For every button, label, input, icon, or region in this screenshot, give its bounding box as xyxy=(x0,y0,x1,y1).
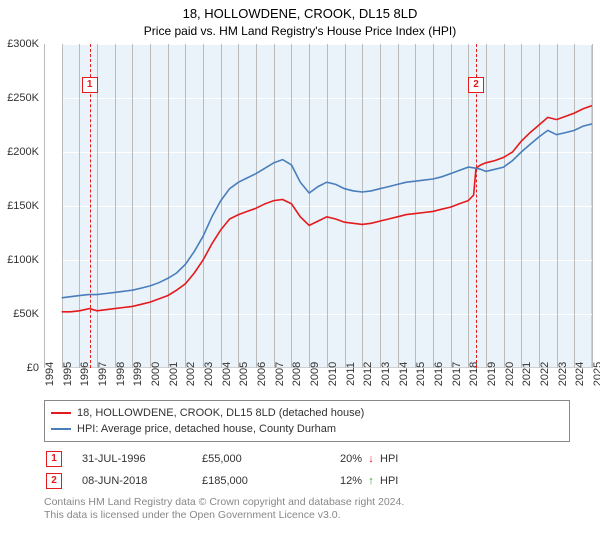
y-tick-label: £150K xyxy=(7,200,39,212)
legend: 18, HOLLOWDENE, CROOK, DL15 8LD (detache… xyxy=(44,400,570,442)
x-tick-label: 2025 xyxy=(592,362,600,386)
transaction-arrow-icon: ↑ xyxy=(362,475,380,487)
transaction-date: 31-JUL-1996 xyxy=(82,453,202,465)
transaction-badge: 1 xyxy=(46,451,62,467)
transaction-price: £55,000 xyxy=(202,453,302,465)
legend-swatch xyxy=(51,428,71,430)
series-line xyxy=(62,124,592,298)
y-tick-label: £250K xyxy=(7,92,39,104)
y-tick-label: £200K xyxy=(7,146,39,158)
page-subtitle: Price paid vs. HM Land Registry's House … xyxy=(0,21,600,44)
page-title: 18, HOLLOWDENE, CROOK, DL15 8LD xyxy=(0,0,600,21)
legend-label: 18, HOLLOWDENE, CROOK, DL15 8LD (detache… xyxy=(77,405,364,421)
transaction-row: 2 08-JUN-2018£185,00012%↑HPI xyxy=(44,470,570,492)
transaction-date: 08-JUN-2018 xyxy=(82,475,202,487)
footer-attribution: Contains HM Land Registry data © Crown c… xyxy=(44,496,570,522)
transaction-price: £185,000 xyxy=(202,475,302,487)
transaction-pct: 20% xyxy=(302,453,362,465)
y-tick-label: £300K xyxy=(7,38,39,50)
legend-item: 18, HOLLOWDENE, CROOK, DL15 8LD (detache… xyxy=(51,405,563,421)
footer-line-2: This data is licensed under the Open Gov… xyxy=(44,509,570,522)
y-tick-label: £100K xyxy=(7,254,39,266)
y-tick-label: £0 xyxy=(27,362,39,374)
price-chart: £0£50K£100K£150K£200K£250K£300K199419951… xyxy=(44,44,592,394)
transactions-table: 1 31-JUL-1996£55,00020%↓HPI 2 08-JUN-2018£1… xyxy=(44,448,570,492)
legend-swatch xyxy=(51,412,71,414)
transaction-row: 1 31-JUL-1996£55,00020%↓HPI xyxy=(44,448,570,470)
series-line xyxy=(62,106,592,312)
transaction-hpi-label: HPI xyxy=(380,475,398,487)
y-tick-label: £50K xyxy=(13,308,39,320)
transaction-pct: 12% xyxy=(302,475,362,487)
legend-item: HPI: Average price, detached house, Coun… xyxy=(51,421,563,437)
transaction-badge: 2 xyxy=(46,473,62,489)
transaction-hpi-label: HPI xyxy=(380,453,398,465)
transaction-arrow-icon: ↓ xyxy=(362,453,380,465)
legend-label: HPI: Average price, detached house, Coun… xyxy=(77,421,336,437)
footer-line-1: Contains HM Land Registry data © Crown c… xyxy=(44,496,570,509)
